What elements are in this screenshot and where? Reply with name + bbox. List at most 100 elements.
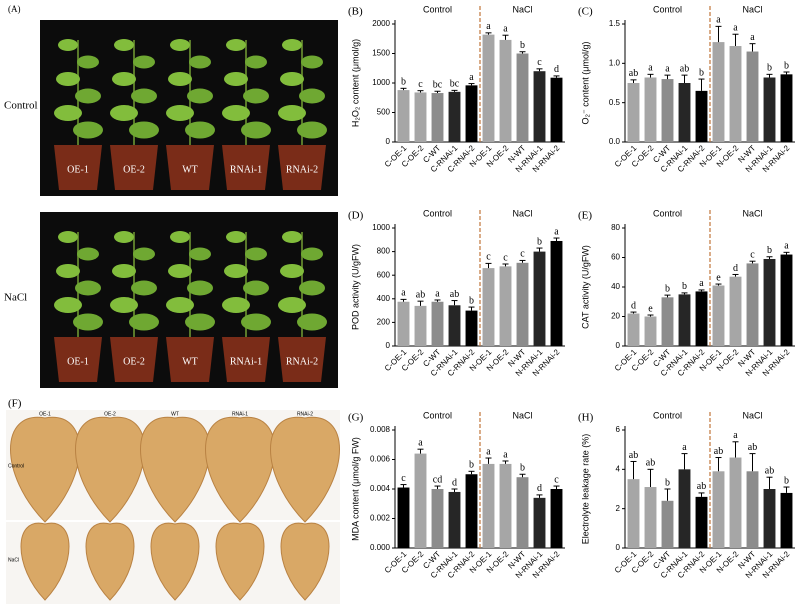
group-label: NaCl [742,410,762,420]
significance-letter: c [418,79,423,90]
leaf [140,416,210,523]
y-tick-label: 6 [616,425,621,434]
y-tick-label: 20 [611,312,620,321]
significance-letter: a [486,446,491,457]
group-label: Control [423,208,452,218]
leaf [224,72,248,86]
bar [780,74,793,142]
leaf [112,72,136,86]
y-tick-label: 1000 [372,78,390,87]
significance-letter: c [401,473,406,484]
bar [746,471,759,548]
significance-letter: b [665,283,670,294]
group-label: NaCl [742,208,762,218]
y-tick-label: 0 [386,137,391,146]
bar [695,291,708,346]
significance-letter: a [418,437,423,448]
significance-letter: b [767,245,772,256]
leaf [129,121,159,139]
row-label: Control [4,100,38,112]
leaf [245,247,267,261]
leaf [297,313,327,331]
bar [678,469,691,548]
leaf [282,39,302,51]
y-tick-label: 4 [616,464,621,473]
bar [644,316,657,346]
leaf [85,522,135,601]
leaf [187,88,213,104]
y-tick-label: 0.004 [370,484,391,493]
leaf [75,280,101,296]
pot [222,145,270,190]
bar [499,463,512,548]
pot-label: OE-1 [67,164,89,175]
significance-letter: d [554,64,559,75]
significance-letter: a [750,32,755,43]
leaf [282,231,302,243]
bar [627,313,640,346]
significance-letter: a [682,442,687,453]
bar [763,258,776,346]
leaf [114,231,134,243]
significance-letter: ab [765,465,774,476]
y-tick-label: 0.008 [370,425,391,434]
y-tick-label: 0.0 [609,137,621,146]
bar [763,77,776,142]
panel-label: (B) [348,6,363,18]
significance-letter: a [784,241,789,252]
leaf [170,231,190,243]
leaf [129,313,159,331]
leaf [205,416,275,523]
pot [166,337,214,382]
significance-letter: a [648,63,653,74]
y-tick-label: 600 [377,270,391,279]
significance-letter: c [520,249,525,260]
group-label: NaCl [742,4,762,14]
y-tick-label: 40 [611,282,620,291]
significance-letter: bc [450,79,460,90]
bar [431,301,444,346]
leaf [168,72,192,86]
leaf [112,264,136,278]
leaf [77,55,99,69]
leaf [189,247,211,261]
y-tick-label: 0.002 [370,514,391,523]
significance-letter: b [520,40,525,51]
leaf [224,264,248,278]
significance-letter: c [554,474,559,485]
panel-label: (C) [578,6,593,18]
leaf [280,522,330,601]
row-label: NaCl [8,557,19,563]
significance-letter: e [716,272,721,283]
leaf [278,105,306,121]
panel-label: (F) [8,398,22,410]
bar [516,477,529,548]
bar [780,492,793,548]
leaf [56,72,80,86]
significance-letter: a [401,288,406,299]
significance-letter: b [520,463,525,474]
leaf [278,297,306,313]
y-tick-label: 2 [616,504,621,513]
significance-letter: b [469,295,474,306]
panel-label: (D) [348,210,364,222]
bar [397,487,410,548]
bar [431,93,444,142]
leaf [241,121,271,139]
y-tick-label: 500 [377,108,391,117]
leaf [133,55,155,69]
y-tick-label: 1500 [372,49,390,58]
bar [678,83,691,142]
leaf [241,313,271,331]
bar [729,276,742,346]
leaf [114,39,134,51]
significance-letter: d [631,300,636,311]
bar [695,496,708,548]
y-tick-label: 1.0 [609,58,621,67]
bar [414,92,427,142]
bar [448,491,461,548]
panel-label: (E) [578,210,592,222]
col-label: RNAi-2 [297,411,313,417]
leaf [280,72,304,86]
significance-letter: ab [714,446,723,457]
